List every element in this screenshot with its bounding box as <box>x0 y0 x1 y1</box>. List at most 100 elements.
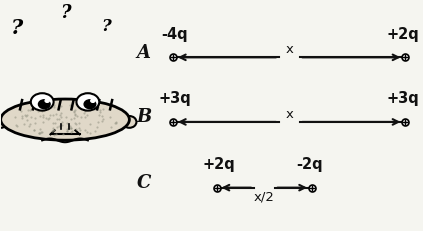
Text: +2q: +2q <box>387 27 420 41</box>
Point <box>77 129 83 133</box>
Text: C: C <box>137 173 151 191</box>
Point <box>63 116 69 119</box>
Point <box>31 122 38 125</box>
Point <box>50 104 57 108</box>
Ellipse shape <box>77 94 99 111</box>
Point <box>66 124 73 128</box>
Point <box>50 129 57 133</box>
Point <box>39 121 46 125</box>
Point <box>71 113 78 117</box>
Point <box>73 128 80 131</box>
Point <box>51 134 58 137</box>
Point <box>113 121 120 125</box>
Point <box>113 121 119 125</box>
Point <box>85 104 91 108</box>
Point <box>78 115 85 119</box>
Point <box>76 121 82 125</box>
Point <box>82 109 88 113</box>
Point <box>49 122 56 126</box>
Point <box>68 127 75 131</box>
Text: B: B <box>136 108 151 126</box>
Point <box>38 131 44 134</box>
Point <box>93 126 100 130</box>
Point <box>83 114 90 118</box>
Point <box>24 118 30 122</box>
Point <box>63 129 70 133</box>
Point <box>42 117 49 120</box>
Point <box>55 117 62 121</box>
Point <box>57 112 64 115</box>
Point <box>25 109 31 112</box>
Point <box>94 121 101 124</box>
Text: A: A <box>137 43 151 61</box>
Point <box>87 107 94 111</box>
Ellipse shape <box>1 100 129 141</box>
Point <box>21 123 27 126</box>
Point <box>96 111 103 115</box>
Point <box>25 124 32 128</box>
Point <box>52 113 59 117</box>
Point <box>68 131 74 134</box>
Point <box>81 129 88 132</box>
Text: -2q: -2q <box>297 156 323 171</box>
Point <box>87 132 94 135</box>
Point <box>19 115 26 119</box>
Point <box>50 128 57 132</box>
Point <box>76 127 82 131</box>
Point <box>58 105 64 109</box>
Text: x/2: x/2 <box>254 190 275 203</box>
Point <box>72 108 79 112</box>
Point <box>78 106 85 109</box>
Point <box>71 122 78 126</box>
Point <box>12 124 19 127</box>
Point <box>52 132 59 136</box>
Point <box>74 115 80 118</box>
Point <box>64 128 71 131</box>
Point <box>64 127 71 131</box>
Point <box>54 126 60 129</box>
Ellipse shape <box>38 100 50 109</box>
Point <box>37 132 44 135</box>
Point <box>54 117 60 121</box>
Point <box>39 109 46 113</box>
Point <box>96 109 103 113</box>
Point <box>12 116 19 119</box>
Point <box>39 131 46 134</box>
Point <box>58 115 64 119</box>
Point <box>56 106 63 110</box>
Point <box>47 105 54 109</box>
Point <box>68 129 75 133</box>
Point <box>64 122 71 125</box>
Point <box>68 118 74 122</box>
Point <box>71 110 77 114</box>
Point <box>99 120 105 124</box>
Point <box>51 122 58 125</box>
Point <box>45 116 52 120</box>
Point <box>49 114 56 118</box>
Point <box>73 123 80 126</box>
Point <box>27 116 34 119</box>
Point <box>95 106 102 110</box>
Point <box>58 120 65 124</box>
Point <box>111 121 118 125</box>
Point <box>22 113 28 117</box>
Point <box>36 115 43 119</box>
Point <box>81 112 88 116</box>
Ellipse shape <box>31 94 54 111</box>
Point <box>39 116 46 119</box>
Text: +2q: +2q <box>202 156 235 171</box>
Point <box>26 123 33 127</box>
Point <box>56 125 63 128</box>
Point <box>71 116 77 120</box>
Point <box>66 103 73 107</box>
Ellipse shape <box>0 116 8 128</box>
Point <box>19 116 25 120</box>
Point <box>100 118 107 122</box>
Ellipse shape <box>122 116 137 128</box>
Text: +3q: +3q <box>159 91 191 106</box>
Point <box>56 114 63 117</box>
Point <box>30 129 37 133</box>
Point <box>107 125 114 129</box>
Ellipse shape <box>45 100 49 103</box>
Ellipse shape <box>84 100 96 109</box>
